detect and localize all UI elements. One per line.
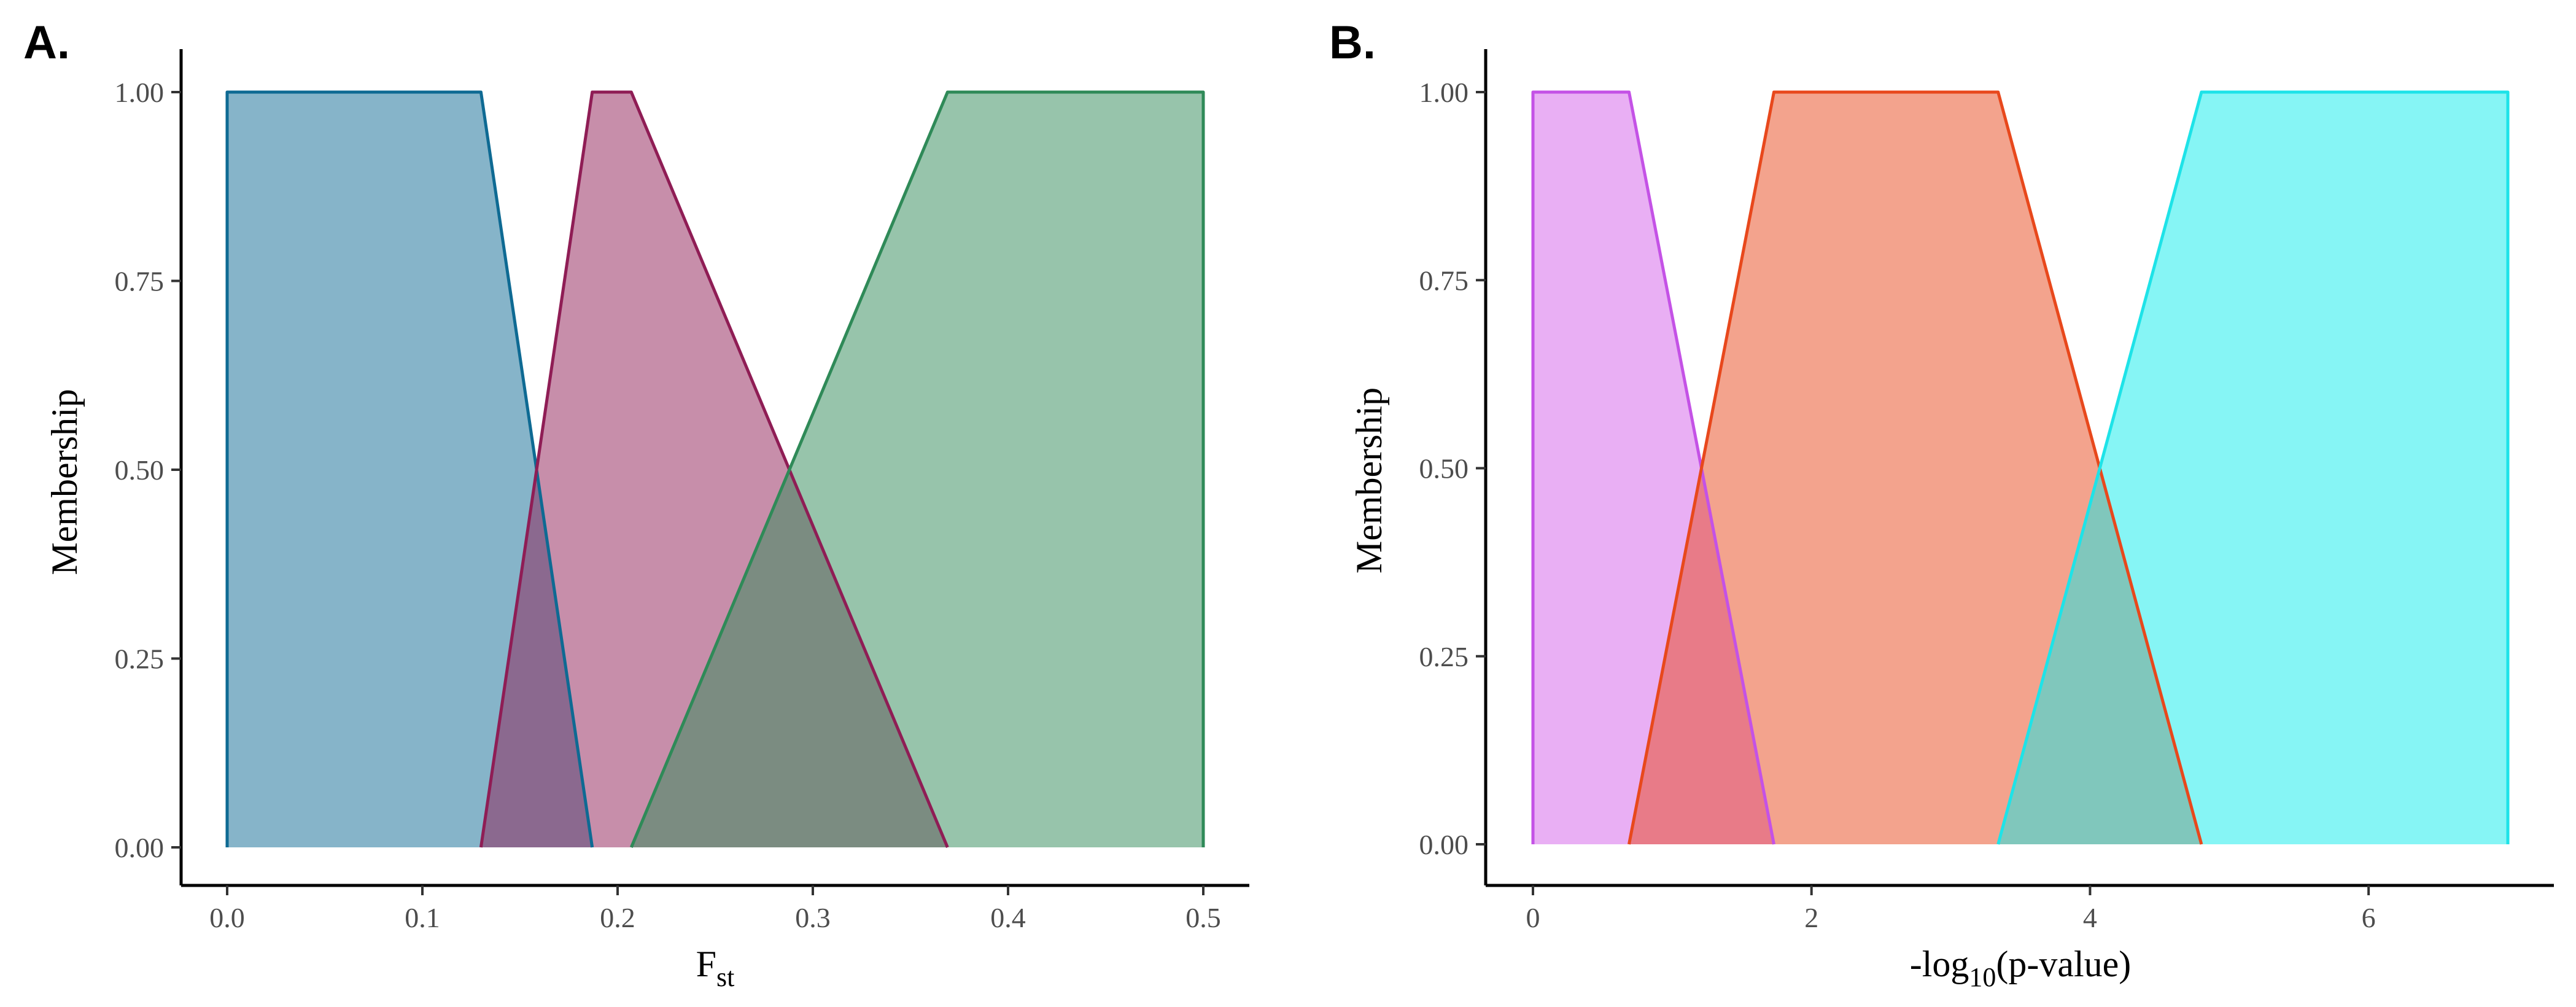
x-tick-label: 0.5 [1185, 902, 1221, 933]
membership-area-3 [1998, 92, 2508, 844]
panel-label: A. [23, 17, 70, 69]
y-tick-label: 0.50 [1419, 453, 1469, 484]
x-axis-title-subscript: st [716, 962, 734, 992]
panel-b: B. 0.00 0.25 0.50 0.75 1.00 0 2 4 6 Membership -log… [1329, 17, 2554, 992]
x-tick-label: 0.0 [209, 902, 245, 933]
y-tick-label: 0.75 [1419, 265, 1469, 296]
y-tick-label: 0.75 [115, 266, 165, 297]
y-tick-label: 0.25 [115, 643, 165, 675]
y-tick-label: 1.00 [1419, 77, 1469, 108]
y-axis-title: Membership [44, 389, 85, 575]
y-tick-label: 0.50 [115, 454, 165, 486]
panel-a: A. 0.00 0.25 0.50 0.75 1.00 0.0 0.1 0.2 0.3 0.4 0.5… [23, 17, 1249, 992]
x-axis-title-subscript: 10 [1969, 962, 1996, 992]
y-tick-label: 0.00 [1419, 829, 1469, 860]
y-axis-title: Membership [1349, 387, 1389, 573]
x-axis-title-main: -log [1910, 944, 1969, 984]
membership-area-1 [227, 92, 592, 847]
x-tick-label: 2 [1804, 902, 1818, 933]
y-tick-label: 0.00 [115, 832, 165, 863]
x-axis-title: Fst [696, 944, 735, 992]
x-tick-label: 0.4 [990, 902, 1026, 933]
x-tick-label: 0 [1526, 902, 1540, 933]
x-axis-title-main: F [696, 944, 716, 984]
x-tick-label: 0.2 [600, 902, 635, 933]
x-tick-label: 4 [2083, 902, 2097, 933]
membership-area-3 [631, 92, 1203, 847]
x-axis-title: -log10(p-value) [1910, 944, 2132, 992]
x-tick-label: 6 [2362, 902, 2376, 933]
x-tick-label: 0.3 [795, 902, 831, 933]
y-tick-label: 1.00 [115, 77, 165, 108]
x-axis-title-tail: (p-value) [1996, 944, 2131, 984]
membership-line-3 [629, 90, 1205, 848]
panel-label: B. [1329, 17, 1376, 69]
x-tick-label: 0.1 [405, 902, 440, 933]
y-tick-label: 0.25 [1419, 641, 1469, 672]
membership-line-3 [1996, 90, 2510, 845]
